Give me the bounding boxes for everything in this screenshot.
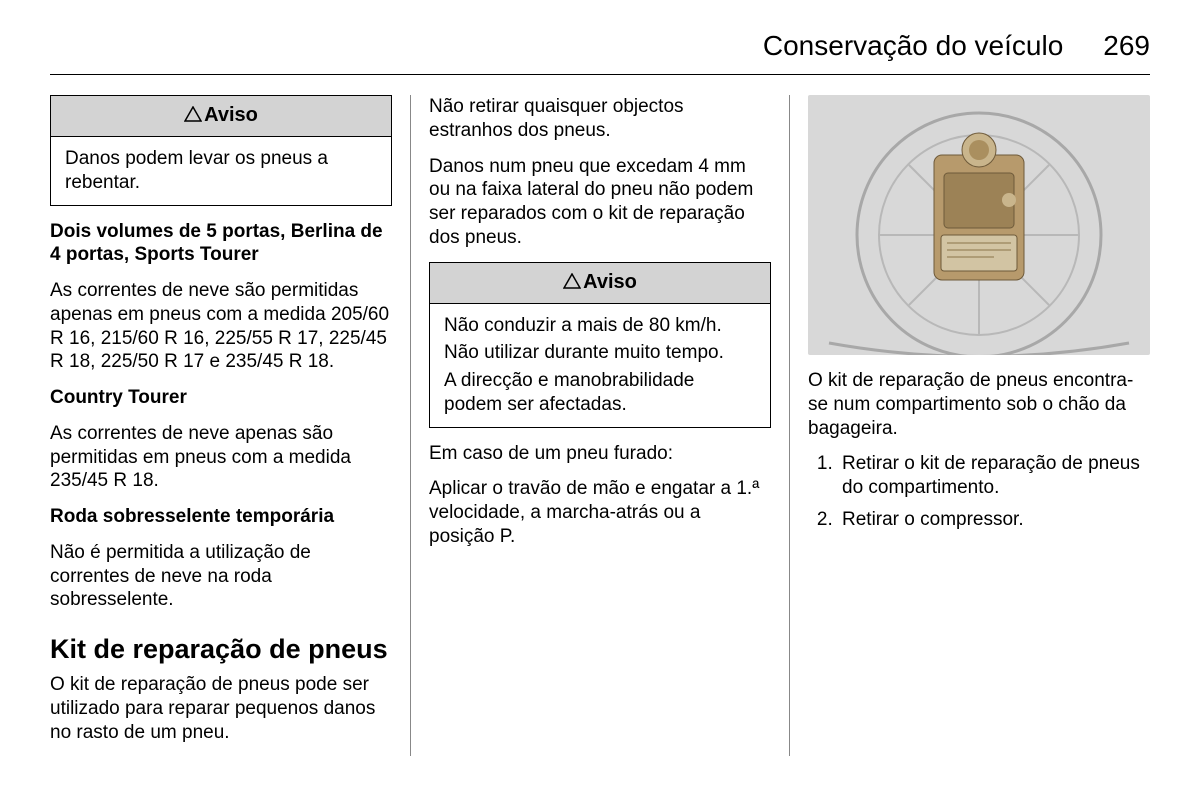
para-repair-kit-intro: O kit de reparação de pneus pode ser uti… [50,673,392,744]
warning-box-2: Aviso Não conduzir a mais de 80 km/h. Nã… [429,262,771,428]
para-damage-limit: Danos num pneu que excedam 4 mm ou na fa… [429,155,771,250]
warning-triangle-icon [184,105,202,128]
header-page-number: 269 [1103,30,1150,62]
subhead-hatch: Dois volumes de 5 portas, Berlina de 4 p… [50,220,392,268]
column-1: Aviso Danos podem levar os pneus a reben… [50,95,410,756]
para-flat-intro: Em caso de um pneu furado: [429,442,771,466]
warning-line-1: Não conduzir a mais de 80 km/h. [444,314,756,338]
content-columns: Aviso Danos podem levar os pneus a reben… [50,95,1150,756]
warning-body-1: Danos podem levar os pneus a rebentar. [51,137,391,205]
para-tyre-sizes-1: As correntes de neve são permitidas apen… [50,279,392,374]
warning-title-2: Aviso [430,263,770,304]
warning-triangle-icon [563,272,581,295]
warning-label-1: Aviso [204,104,258,126]
step-2: Retirar o compressor. [838,508,1150,532]
warning-line-2: Não utilizar durante muito tempo. [444,341,756,365]
repair-kit-illustration [808,95,1150,355]
header-title: Conservação do veículo [763,30,1063,62]
warning-label-2: Aviso [583,271,637,293]
column-2: Não retirar quaisquer objectos estranhos… [410,95,790,756]
para-tyre-sizes-2: As correntes de neve apenas são permitid… [50,422,392,493]
para-kit-location: O kit de reparação de pneus encontra-se … [808,369,1150,440]
subhead-country-tourer: Country Tourer [50,386,392,410]
section-heading-repair-kit: Kit de reparação de pneus [50,634,392,665]
para-handbrake: Aplicar o travão de mão e engatar a 1.ª … [429,477,771,548]
warning-text-1: Danos podem levar os pneus a rebentar. [65,147,377,195]
para-spare-wheel: Não é permitida a utilização de corrente… [50,541,392,612]
page-header: Conservação do veículo 269 [50,30,1150,75]
steps-list: Retirar o kit de reparação de pneus do c… [808,452,1150,531]
para-foreign-objects: Não retirar quaisquer objectos estranhos… [429,95,771,143]
warning-body-2: Não conduzir a mais de 80 km/h. Não util… [430,304,770,427]
figure-repair-kit [808,95,1150,355]
warning-title-1: Aviso [51,96,391,137]
step-1: Retirar o kit de reparação de pneus do c… [838,452,1150,500]
subhead-spare-wheel: Roda sobresselente temporária [50,505,392,529]
warning-line-3: A direcção e manobrabilidade podem ser a… [444,369,756,417]
column-3: O kit de reparação de pneus encontra-se … [790,95,1150,756]
warning-box-1: Aviso Danos podem levar os pneus a reben… [50,95,392,206]
